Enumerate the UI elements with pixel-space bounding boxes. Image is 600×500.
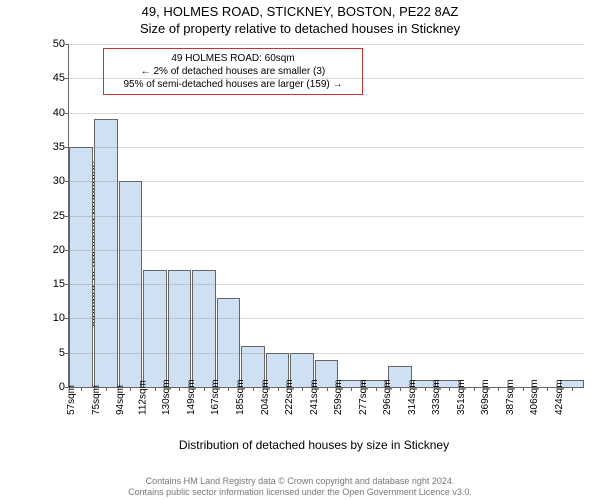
x-tick-label: 57sqm bbox=[66, 385, 77, 415]
x-tick-label: 130sqm bbox=[162, 379, 173, 415]
x-tick bbox=[327, 387, 328, 391]
x-tick bbox=[351, 387, 352, 391]
y-tick-label: 10 bbox=[45, 312, 65, 324]
gridline bbox=[69, 353, 584, 354]
x-tick-label: 241sqm bbox=[309, 379, 320, 415]
x-tick bbox=[523, 387, 524, 391]
x-tick bbox=[302, 387, 303, 391]
y-tick bbox=[65, 318, 69, 319]
x-tick bbox=[498, 387, 499, 391]
x-tick bbox=[81, 387, 82, 391]
x-tick-label: 149sqm bbox=[186, 379, 197, 415]
y-tick-label: 30 bbox=[45, 175, 65, 187]
bar bbox=[69, 147, 93, 387]
gridline bbox=[69, 113, 584, 114]
x-tick bbox=[400, 387, 401, 391]
footer-line-1: Contains HM Land Registry data © Crown c… bbox=[0, 476, 600, 487]
x-tick bbox=[376, 387, 377, 391]
x-tick-label: 277sqm bbox=[358, 379, 369, 415]
y-tick-label: 40 bbox=[45, 107, 65, 119]
plot-area: 49 HOLMES ROAD: 60sqm← 2% of detached ho… bbox=[68, 44, 584, 388]
gridline bbox=[69, 78, 584, 79]
x-tick bbox=[425, 387, 426, 391]
y-tick-label: 35 bbox=[45, 141, 65, 153]
gridline bbox=[69, 250, 584, 251]
y-tick bbox=[65, 250, 69, 251]
x-tick-label: 387sqm bbox=[505, 379, 516, 415]
y-tick bbox=[65, 353, 69, 354]
y-tick bbox=[65, 147, 69, 148]
x-tick-label: 314sqm bbox=[407, 379, 418, 415]
x-tick-label: 424sqm bbox=[554, 379, 565, 415]
y-tick-label: 15 bbox=[45, 278, 65, 290]
y-tick-label: 25 bbox=[45, 210, 65, 222]
y-tick-label: 50 bbox=[45, 38, 65, 50]
x-tick bbox=[449, 387, 450, 391]
x-tick-label: 112sqm bbox=[137, 380, 148, 415]
x-tick bbox=[278, 387, 279, 391]
page-title-2: Size of property relative to detached ho… bbox=[0, 21, 600, 36]
y-tick-label: 20 bbox=[45, 244, 65, 256]
y-tick-label: 5 bbox=[45, 347, 65, 359]
x-tick-label: 296sqm bbox=[382, 379, 393, 415]
y-tick bbox=[65, 181, 69, 182]
gridline bbox=[69, 216, 584, 217]
x-tick-label: 259sqm bbox=[333, 379, 344, 415]
x-tick-label: 333sqm bbox=[431, 379, 442, 415]
bar bbox=[94, 119, 118, 387]
footer-line-2: Contains public sector information licen… bbox=[0, 487, 600, 498]
x-tick bbox=[130, 387, 131, 391]
page-title-1: 49, HOLMES ROAD, STICKNEY, BOSTON, PE22 … bbox=[0, 4, 600, 19]
x-tick-label: 94sqm bbox=[115, 385, 126, 415]
x-axis-label: Distribution of detached houses by size … bbox=[40, 438, 588, 452]
bar bbox=[168, 270, 192, 387]
gridline bbox=[69, 181, 584, 182]
y-tick bbox=[65, 216, 69, 217]
bar bbox=[143, 270, 167, 387]
x-tick bbox=[572, 387, 573, 391]
y-tick bbox=[65, 387, 69, 388]
x-tick bbox=[179, 387, 180, 391]
bar bbox=[192, 270, 216, 387]
x-tick bbox=[474, 387, 475, 391]
y-tick bbox=[65, 284, 69, 285]
y-tick bbox=[65, 113, 69, 114]
x-tick-label: 204sqm bbox=[260, 379, 271, 415]
gridline bbox=[69, 318, 584, 319]
x-tick bbox=[155, 387, 156, 391]
y-tick-label: 45 bbox=[45, 72, 65, 84]
x-tick-label: 369sqm bbox=[481, 379, 492, 415]
bar bbox=[217, 298, 241, 387]
x-tick bbox=[106, 387, 107, 391]
y-tick bbox=[65, 44, 69, 45]
y-tick bbox=[65, 78, 69, 79]
x-tick-label: 75sqm bbox=[91, 385, 102, 415]
gridline bbox=[69, 44, 584, 45]
x-tick bbox=[547, 387, 548, 391]
x-tick bbox=[228, 387, 229, 391]
chart-container: Number of detached properties 49 HOLMES … bbox=[40, 44, 588, 444]
y-tick-label: 0 bbox=[45, 381, 65, 393]
gridline bbox=[69, 284, 584, 285]
x-tick-label: 351sqm bbox=[456, 379, 467, 415]
x-tick-label: 406sqm bbox=[530, 379, 541, 415]
x-tick bbox=[253, 387, 254, 391]
x-tick-label: 167sqm bbox=[211, 379, 222, 415]
x-tick bbox=[204, 387, 205, 391]
footer: Contains HM Land Registry data © Crown c… bbox=[0, 476, 600, 499]
x-tick-label: 222sqm bbox=[284, 379, 295, 415]
x-tick-label: 185sqm bbox=[235, 379, 246, 415]
gridline bbox=[69, 147, 584, 148]
